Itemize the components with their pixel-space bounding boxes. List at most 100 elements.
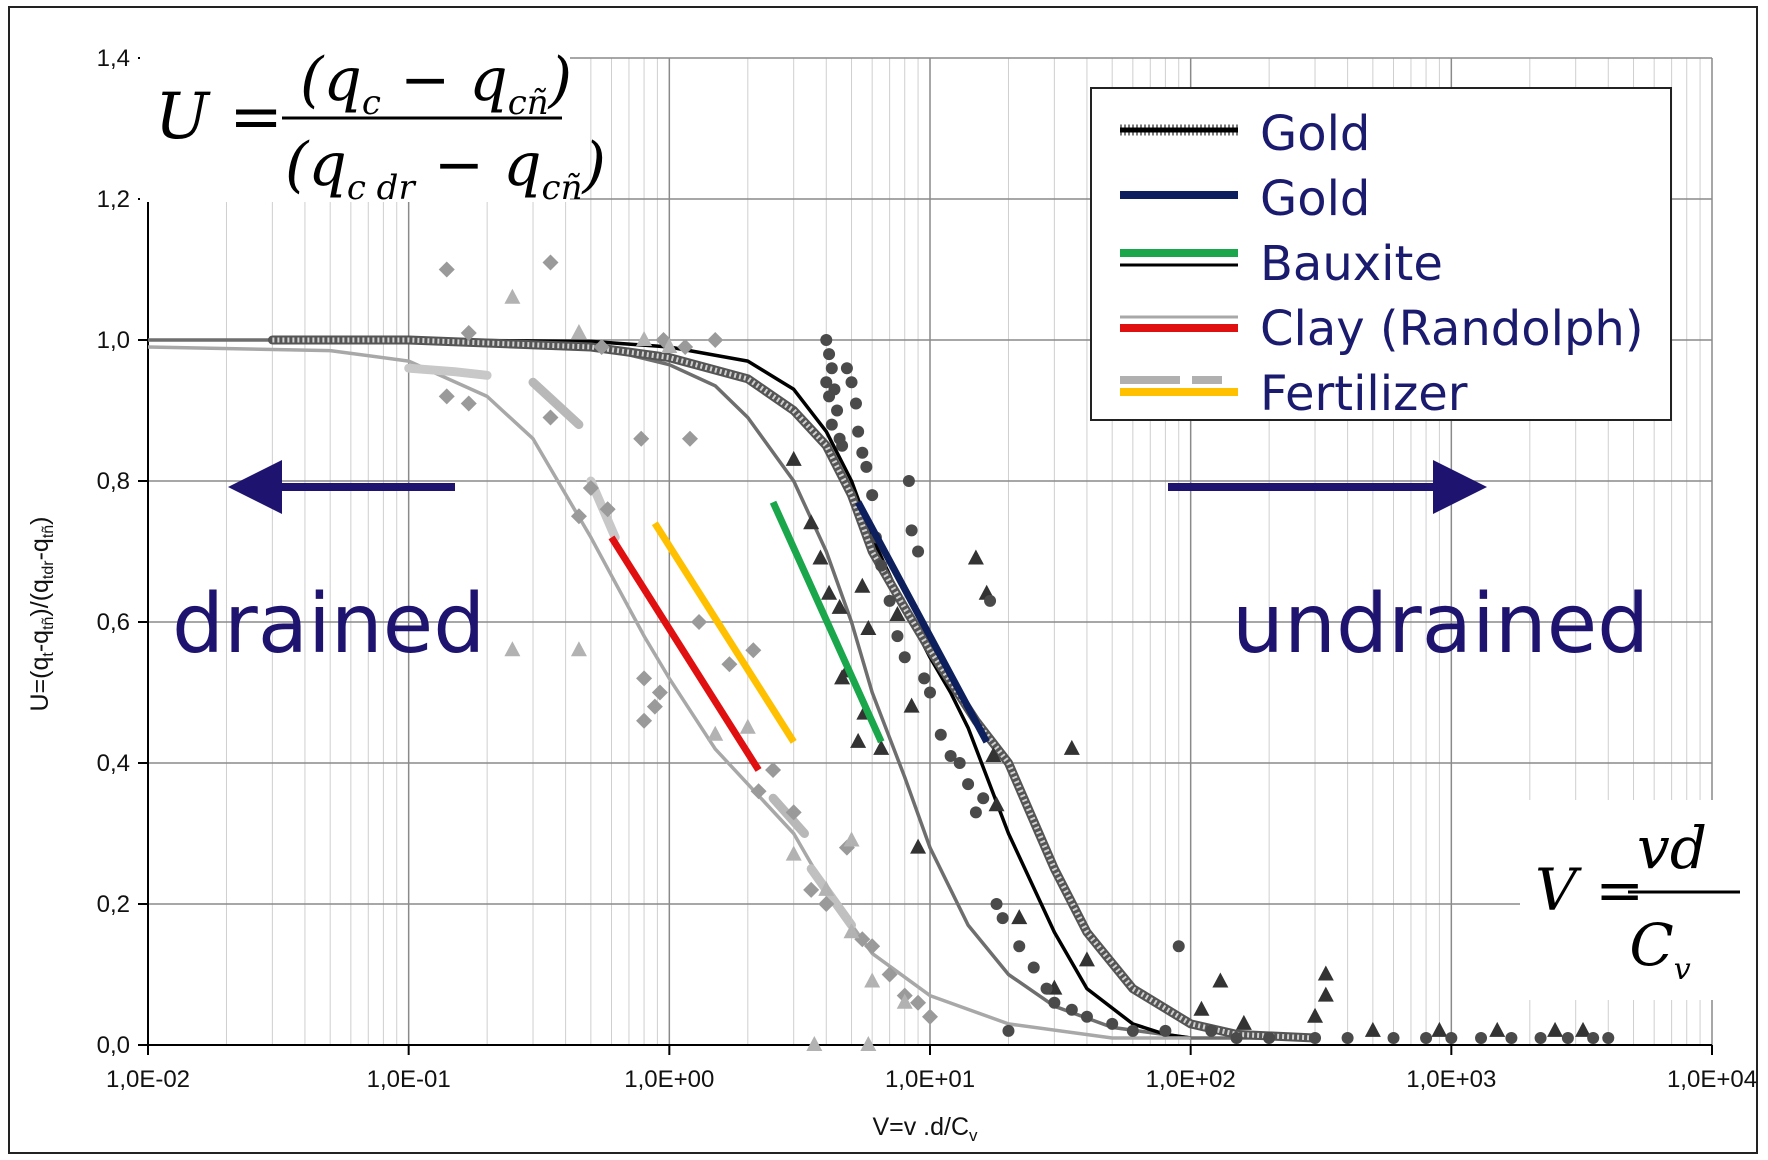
scatter-point-triangle bbox=[636, 331, 653, 346]
x-tick-label: 1,0E+04 bbox=[1667, 1066, 1757, 1093]
scatter-point-diamond bbox=[582, 480, 599, 497]
scatter-point-triangle bbox=[570, 641, 587, 657]
scatter-point-circle bbox=[953, 757, 966, 769]
scatter-point-circle bbox=[902, 475, 915, 487]
legend-label-fertilizer: Fertilizer bbox=[1260, 366, 1468, 422]
scatter-point-triangle bbox=[860, 620, 877, 636]
scatter-point-circle bbox=[977, 792, 990, 805]
scatter-point-triangle bbox=[1364, 1021, 1381, 1037]
scatter-point-triangle bbox=[967, 549, 984, 565]
scatter-point-diamond bbox=[864, 938, 881, 955]
scatter-point-circle bbox=[866, 489, 879, 502]
scatter-point-triangle bbox=[988, 796, 1005, 812]
scatter-point-diamond bbox=[854, 931, 871, 948]
y-tick-label: 0,6 bbox=[97, 609, 130, 636]
y-tick-label: 0,2 bbox=[97, 891, 130, 918]
scatter-points bbox=[438, 254, 1615, 1051]
scatter-point-circle bbox=[1263, 1031, 1276, 1044]
scatter-point-triangle bbox=[843, 831, 860, 847]
scatter-point-diamond bbox=[721, 656, 738, 673]
scatter-point-diamond bbox=[646, 698, 663, 715]
scatter-point-triangle bbox=[785, 845, 802, 861]
scatter-point-triangle bbox=[806, 1036, 823, 1051]
scatter-point-triangle bbox=[831, 598, 848, 614]
scatter-point-triangle bbox=[1431, 1021, 1448, 1037]
scatter-point-circle bbox=[1080, 1010, 1093, 1023]
scatter-point-circle bbox=[1309, 1031, 1322, 1044]
x-tick-label: 1,0E-01 bbox=[367, 1066, 451, 1093]
scatter-point-circle bbox=[1205, 1024, 1218, 1037]
v-equation-numerator: vd bbox=[1637, 814, 1707, 882]
scatter-point-triangle bbox=[903, 697, 920, 713]
scatter-point-triangle bbox=[985, 746, 1002, 762]
scatter-point-circle bbox=[1420, 1031, 1433, 1044]
scatter-point-circle bbox=[1602, 1031, 1615, 1044]
fitted-curve bbox=[272, 338, 1191, 1040]
dashed-data-segment bbox=[404, 363, 492, 380]
scatter-point-circle bbox=[924, 686, 936, 699]
scatter-point-circle bbox=[918, 672, 931, 685]
scatter-point-diamond bbox=[633, 430, 650, 447]
u-equation-numerator: (qc − qcñ) bbox=[300, 45, 572, 123]
scatter-point-circle bbox=[840, 362, 853, 375]
scatter-point-circle bbox=[1230, 1031, 1243, 1044]
scatter-point-triangle bbox=[889, 605, 906, 621]
legend: Gold Gold Bauxite Clay (Randolph) Fertil… bbox=[1090, 87, 1672, 422]
scatter-point-triangle bbox=[707, 725, 724, 741]
y-tick-label: 0,8 bbox=[97, 468, 130, 495]
scatter-point-triangle bbox=[1547, 1021, 1564, 1037]
u-equation: U = (qc − qcñ) (qc dr − qcñ) bbox=[140, 45, 606, 208]
scatter-point-triangle bbox=[860, 1036, 877, 1051]
x-tick-label: 1,0E-02 bbox=[106, 1066, 190, 1093]
grid-minor bbox=[225, 58, 1701, 1045]
scatter-point-diamond bbox=[593, 339, 610, 356]
scatter-point-diamond bbox=[745, 642, 762, 659]
axes bbox=[138, 57, 1713, 1055]
scatter-point-diamond bbox=[750, 783, 767, 800]
legend-label-bauxite: Bauxite bbox=[1260, 236, 1443, 292]
undrained-label: undrained bbox=[1232, 577, 1649, 672]
scatter-point-circle bbox=[860, 460, 873, 473]
scatter-point-triangle bbox=[850, 732, 867, 748]
scatter-point-circle bbox=[1561, 1031, 1574, 1044]
dashed-data-segment bbox=[806, 864, 856, 930]
y-tick-label: 0,4 bbox=[97, 750, 130, 777]
scatter-point-circle bbox=[962, 778, 975, 791]
scatter-point-diamond bbox=[707, 332, 724, 348]
scatter-point-circle bbox=[969, 806, 982, 819]
tick-labels: 1,0E-02 1,0E-01 1,0E+00 1,0E+01 1,0E+02 1,0E+… bbox=[97, 45, 1757, 1093]
scatter-point-diamond bbox=[438, 261, 455, 278]
scatter-point-circle bbox=[1040, 982, 1053, 995]
scatter-point-diamond bbox=[570, 508, 587, 525]
u-equation-lhs: U = bbox=[155, 80, 283, 154]
scatter-point-diamond bbox=[681, 430, 698, 447]
scatter-point-circle bbox=[984, 594, 997, 607]
highlight-lines bbox=[608, 500, 990, 772]
x-tick-label: 1,0E+00 bbox=[624, 1066, 714, 1093]
v-equation-lhs: V = bbox=[1535, 856, 1644, 924]
scatter-point-diamond bbox=[765, 762, 782, 779]
x-axis-title: V=v .d/Cv bbox=[872, 1113, 978, 1145]
scatter-point-diamond bbox=[460, 324, 477, 341]
scatter-point-triangle bbox=[1317, 986, 1334, 1002]
x-tick-label: 1,0E+01 bbox=[885, 1066, 975, 1093]
scatter-point-diamond bbox=[803, 881, 820, 898]
scatter-point-circle bbox=[905, 524, 918, 537]
v-equation-denominator: Cv bbox=[1629, 911, 1690, 987]
scatter-point-circle bbox=[836, 439, 849, 452]
v-equation: V = vd Cv bbox=[1520, 800, 1756, 1000]
fitted-curve bbox=[147, 345, 1191, 1040]
scatter-point-circle bbox=[820, 334, 833, 346]
scatter-point-circle bbox=[944, 749, 957, 762]
fitted-curves bbox=[147, 335, 1320, 1043]
scatter-point-triangle bbox=[843, 923, 860, 939]
legend-label-gold-1: Gold bbox=[1260, 106, 1370, 162]
scatter-point-circle bbox=[1587, 1031, 1600, 1044]
scatter-point-diamond bbox=[636, 670, 653, 687]
scatter-point-triangle bbox=[818, 880, 835, 896]
scatter-point-circle bbox=[1341, 1031, 1354, 1044]
scatter-point-triangle bbox=[504, 641, 521, 657]
scatter-point-diamond bbox=[922, 1008, 938, 1025]
y-tick-label: 1,0 bbox=[97, 327, 130, 354]
scatter-point-triangle bbox=[864, 972, 881, 988]
